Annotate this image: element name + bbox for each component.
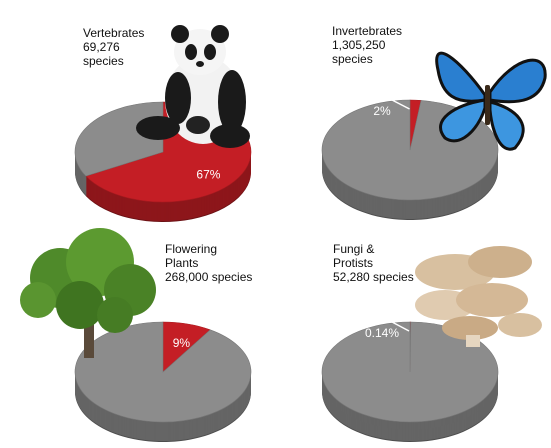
chart-title: Plants (165, 256, 198, 270)
slice-label: 0.14% (365, 326, 399, 340)
tree-illustration (20, 228, 156, 358)
chart-subtitle: 52,280 species (333, 270, 414, 284)
illustrations (20, 25, 547, 358)
pie-slice (321, 321, 499, 423)
chart-subtitle: 69,276 (83, 40, 120, 54)
panda-illustration (136, 25, 250, 148)
chart-title: Flowering (165, 242, 217, 256)
slice-label: 2% (373, 104, 391, 118)
butterfly-illustration (435, 51, 547, 151)
titles: Vertebrates69,276speciesInvertebrates1,3… (83, 24, 414, 284)
mushroom-illustration (415, 246, 542, 347)
chart-subtitle: 268,000 species (165, 270, 252, 284)
chart-subtitle: 1,305,250 (332, 38, 386, 52)
label-leader (391, 321, 410, 332)
pie-slice (74, 321, 252, 423)
slice-label: 67% (196, 167, 220, 181)
chart-title: Fungi & (333, 242, 374, 256)
chart-title: Vertebrates (83, 26, 144, 40)
slice-label: 9% (173, 336, 191, 350)
chart-subtitle: species (83, 54, 124, 68)
chart-subtitle: species (332, 52, 373, 66)
label-leader (391, 99, 410, 110)
chart-title: Protists (333, 256, 373, 270)
chart-title: Invertebrates (332, 24, 402, 38)
